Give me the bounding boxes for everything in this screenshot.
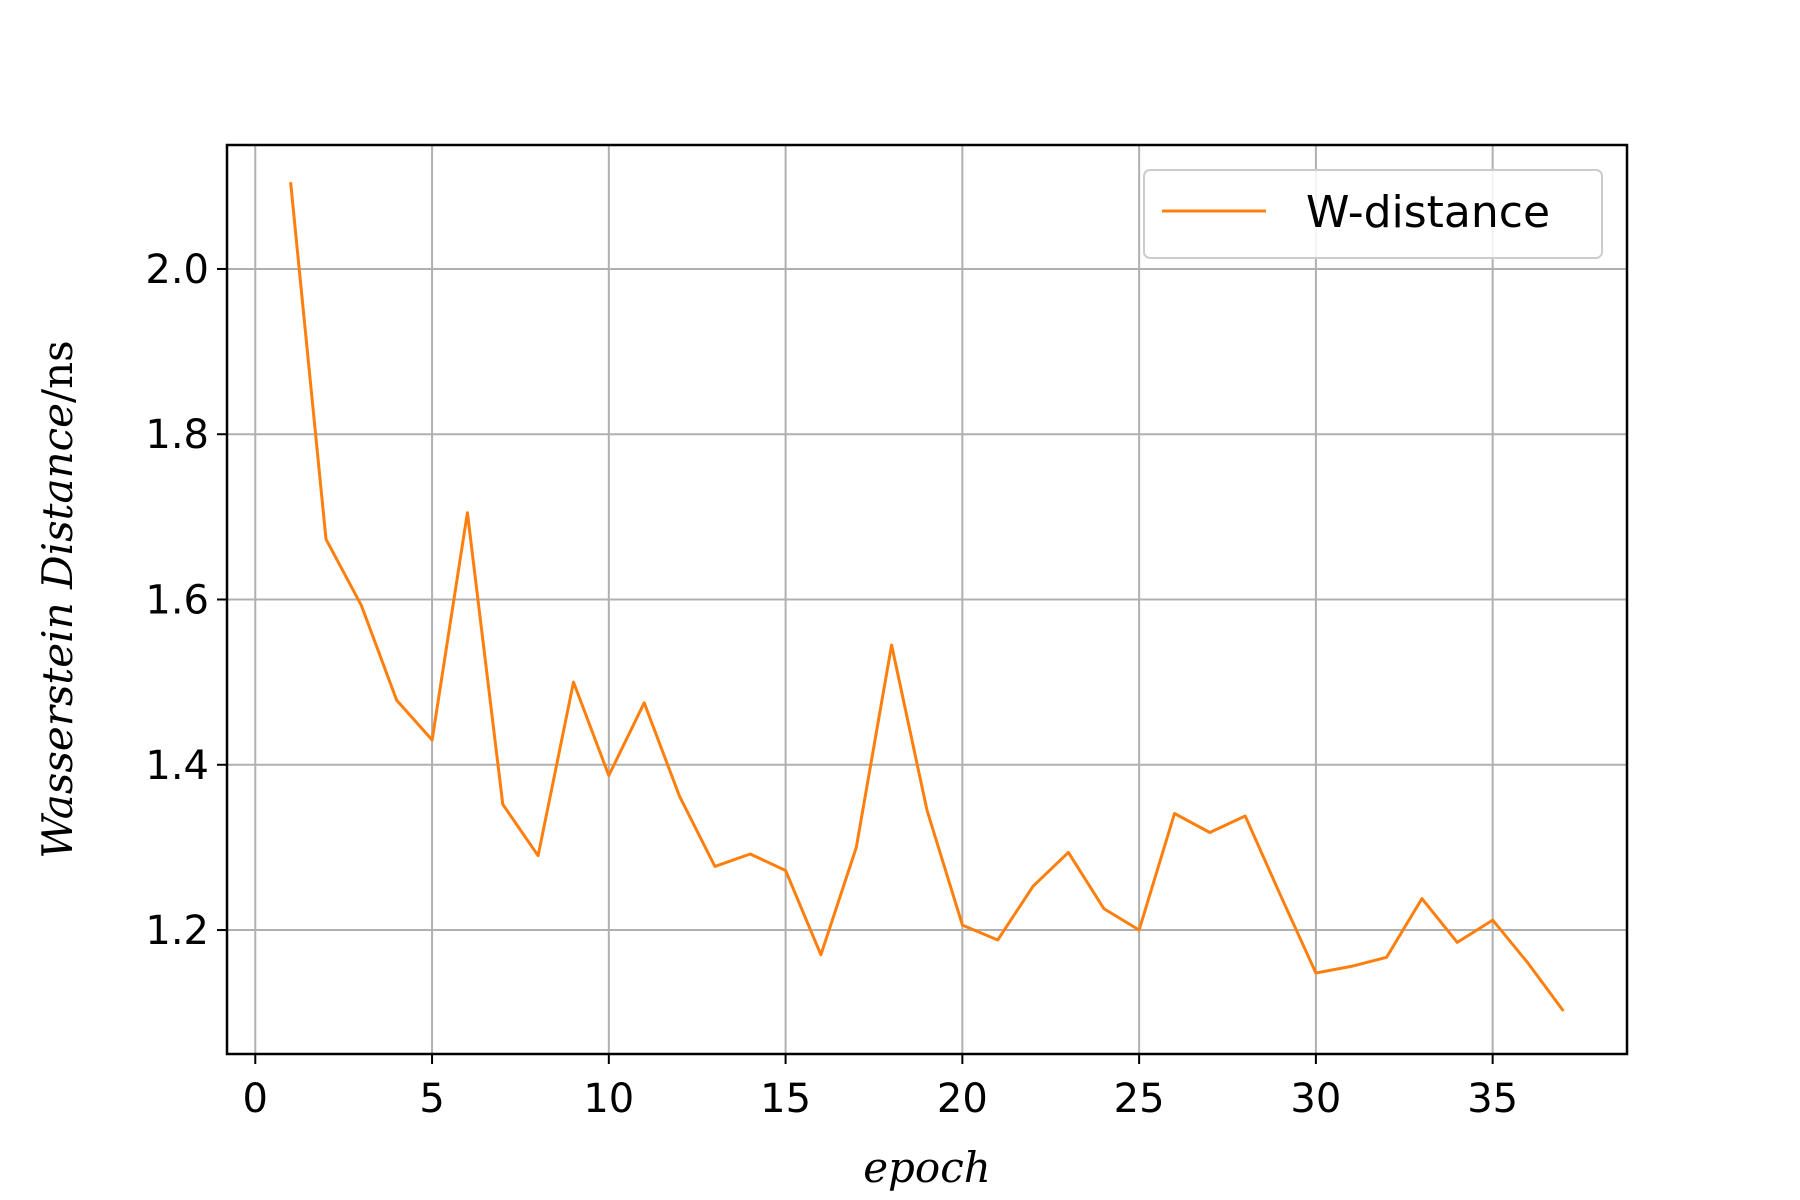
y-tick-label: 1.4 xyxy=(145,743,209,789)
x-tick-label: 35 xyxy=(1467,1076,1518,1122)
x-tick-label: 10 xyxy=(583,1076,634,1122)
grid xyxy=(227,145,1627,1054)
x-tick-label: 0 xyxy=(243,1076,268,1122)
y-tick-label: 1.2 xyxy=(145,908,209,954)
y-axis-label: Wasserstein Distance/ns xyxy=(33,340,82,859)
x-tick-label: 5 xyxy=(419,1076,444,1122)
y-tick-label: 1.6 xyxy=(145,578,209,624)
y-axis-label-main: Wasserstein Distance xyxy=(33,403,82,859)
series-group xyxy=(289,182,1565,1012)
series-line-w-distance xyxy=(289,182,1565,1012)
axis-ticks: 0 5 10 15 20 25 30 35 1.2 1.4 1.6 1.8 2.0 xyxy=(145,247,1518,1122)
x-tick-label: 25 xyxy=(1114,1076,1165,1122)
y-tick-label: 2.0 xyxy=(145,247,209,293)
x-tick-label: 20 xyxy=(937,1076,988,1122)
x-axis-label: epoch xyxy=(863,1143,991,1192)
y-tick-label: 1.8 xyxy=(145,412,209,458)
legend-box xyxy=(1143,169,1603,259)
x-tick-label: 30 xyxy=(1290,1076,1341,1122)
legend: W-distance xyxy=(1143,169,1603,259)
legend-entry-w-distance: W-distance xyxy=(1306,187,1550,238)
y-axis-label-unit: /ns xyxy=(33,340,82,403)
x-tick-label: 15 xyxy=(760,1076,811,1122)
